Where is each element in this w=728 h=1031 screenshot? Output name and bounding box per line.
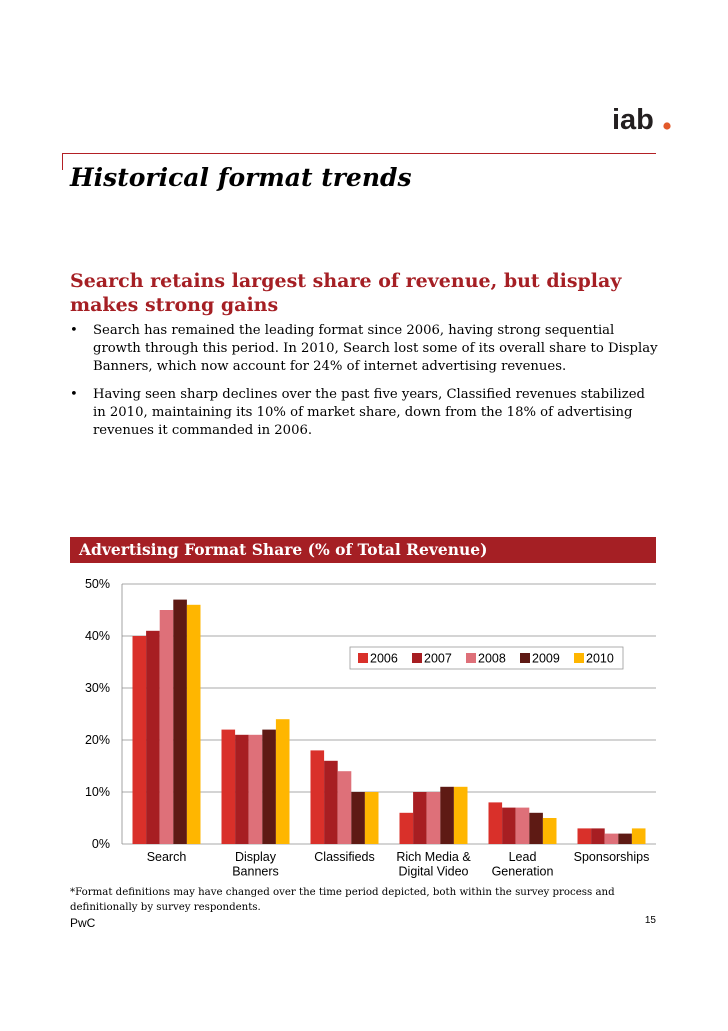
- legend-swatch: [520, 653, 530, 663]
- legend-swatch: [574, 653, 584, 663]
- bar: [275, 719, 290, 844]
- bar: [262, 729, 276, 844]
- y-tick-label: 0%: [92, 837, 110, 851]
- bar: [146, 630, 160, 844]
- bar: [453, 786, 468, 844]
- y-tick-label: 20%: [85, 733, 110, 747]
- bar: [310, 750, 325, 844]
- bar: [324, 760, 338, 844]
- bar: [337, 771, 352, 844]
- svg-text:iab: iab: [612, 104, 654, 136]
- legend-swatch: [466, 653, 476, 663]
- x-tick-label: Generation: [492, 865, 554, 879]
- bar: [515, 807, 530, 844]
- bar: [186, 604, 201, 844]
- bar: [399, 812, 414, 844]
- bar: [529, 812, 543, 844]
- x-tick-label: Digital Video: [399, 865, 469, 879]
- legend-box: [349, 646, 624, 670]
- header-rule-vertical: [62, 153, 63, 170]
- bar: [502, 807, 516, 844]
- bar: [604, 833, 619, 844]
- bar: [221, 729, 236, 844]
- bar: [351, 792, 365, 844]
- legend-label: 2008: [478, 652, 506, 666]
- footer-brand: PwC: [70, 916, 96, 930]
- bar: [235, 734, 249, 844]
- y-tick-label: 50%: [85, 577, 110, 591]
- y-tick-label: 10%: [85, 785, 110, 799]
- bullet-text: Having seen sharp declines over the past…: [93, 387, 645, 438]
- bar: [440, 786, 454, 844]
- bar: [631, 828, 646, 844]
- x-tick-label: Lead: [509, 850, 537, 864]
- bar: [159, 610, 174, 844]
- x-tick-label: Sponsorships: [574, 850, 650, 864]
- bullet-list: • Search has remained the leading format …: [70, 322, 660, 450]
- header-rule-horizontal: [62, 153, 656, 154]
- section-heading: Search retains largest share of revenue,…: [70, 270, 622, 316]
- bar: [173, 599, 187, 844]
- bullet-item: • Having seen sharp declines over the pas…: [70, 386, 660, 440]
- bar: [577, 828, 592, 844]
- page-title: Historical format trends: [70, 163, 412, 192]
- x-tick-label: Search: [147, 850, 187, 864]
- chart-title: Advertising Format Share (% of Total Rev…: [79, 540, 488, 559]
- bar: [618, 833, 632, 844]
- bar: [248, 734, 263, 844]
- page-number: 15: [644, 915, 656, 926]
- legend-label: 2009: [532, 652, 560, 666]
- x-tick-label: Display: [235, 850, 277, 864]
- y-tick-label: 30%: [85, 681, 110, 695]
- x-tick-label: Rich Media &: [396, 850, 471, 864]
- x-tick-label: Banners: [232, 865, 279, 879]
- logo-dot: [663, 122, 671, 130]
- bar: [591, 828, 605, 844]
- x-tick-label: Classifieds: [314, 850, 374, 864]
- bar: [426, 792, 441, 844]
- bar: [364, 792, 379, 844]
- bullet-item: • Search has remained the leading format …: [70, 322, 660, 376]
- bullet-marker: •: [70, 323, 78, 338]
- bar: [488, 802, 503, 844]
- legend-swatch: [412, 653, 422, 663]
- iab-logo: iab: [612, 104, 671, 136]
- chart-title-bar: Advertising Format Share (% of Total Rev…: [70, 537, 656, 563]
- legend-label: 2006: [370, 652, 398, 666]
- bar: [413, 792, 427, 844]
- y-tick-label: 40%: [85, 629, 110, 643]
- bullet-marker: •: [70, 387, 78, 402]
- footnote: *Format definitions may have changed ove…: [70, 887, 615, 913]
- legend-label: 2007: [424, 652, 452, 666]
- legend-swatch: [358, 653, 368, 663]
- legend-label: 2010: [586, 652, 614, 666]
- bullet-text: Search has remained the leading format s…: [93, 323, 658, 374]
- bar: [542, 818, 557, 844]
- bar: [132, 636, 147, 844]
